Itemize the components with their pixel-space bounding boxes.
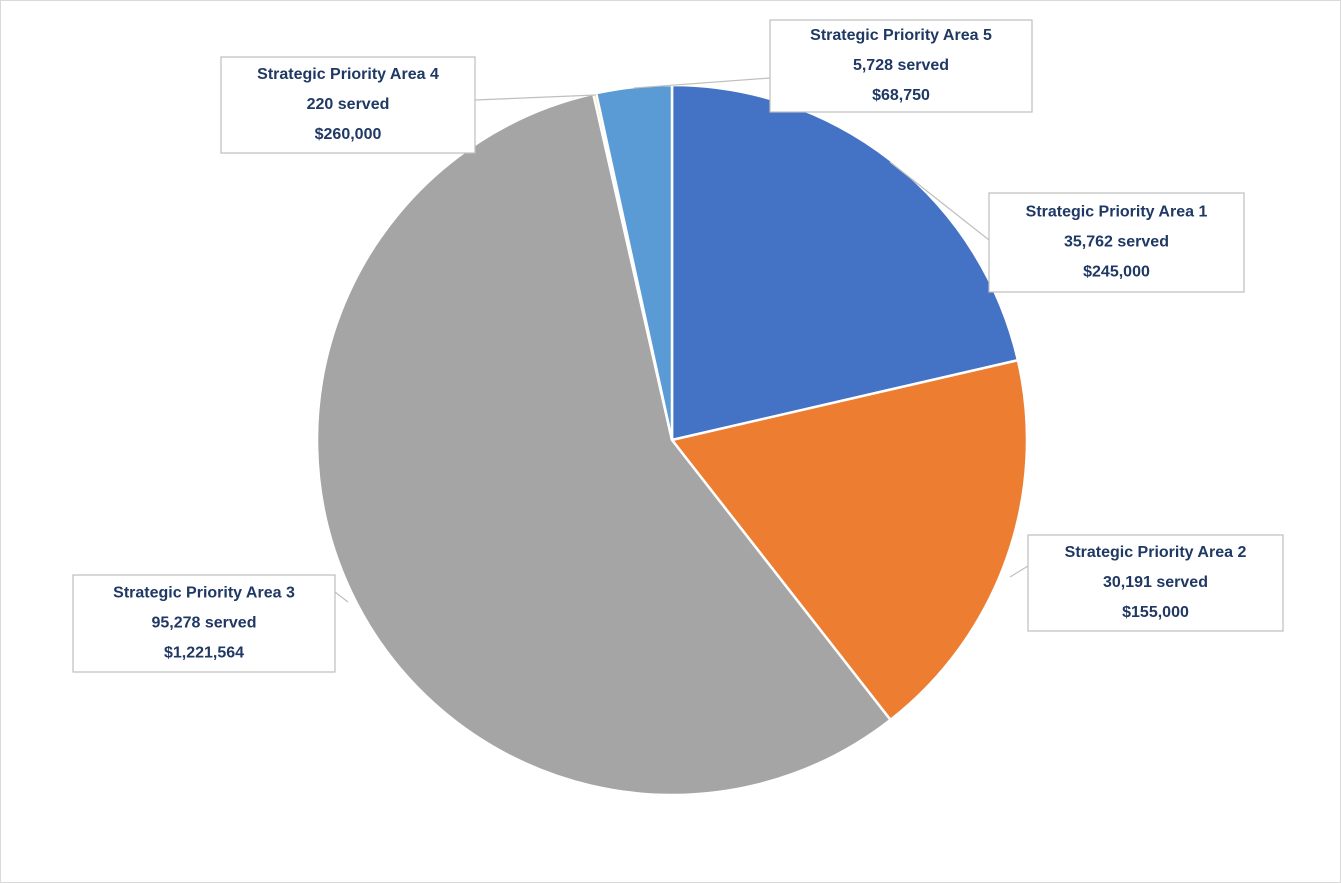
pie-slice	[670, 83, 1020, 442]
leader-line	[474, 94, 597, 101]
label-box	[988, 192, 1245, 293]
label-box	[769, 19, 1033, 113]
value-label: 30,191 served	[1103, 574, 1208, 591]
leader-line	[889, 161, 990, 241]
label-box	[72, 574, 336, 673]
value-label: 95,278 served	[152, 615, 257, 632]
value-label: 35,762 served	[1064, 234, 1169, 251]
funding-label: $1,221,564	[164, 645, 244, 662]
pie-slice	[669, 358, 1029, 722]
category-label: Strategic Priority Area 2	[1065, 544, 1247, 561]
value-label: 220 served	[307, 96, 390, 113]
category-label: Strategic Priority Area 5	[810, 27, 992, 44]
funding-label: $155,000	[1122, 604, 1189, 621]
leader-line	[334, 591, 349, 603]
label-box	[1027, 534, 1284, 632]
pie-slice	[315, 92, 893, 797]
funding-label: $260,000	[315, 126, 382, 143]
value-label: 5,728 served	[853, 57, 949, 74]
category-label: Strategic Priority Area 3	[113, 585, 295, 602]
category-label: Strategic Priority Area 1	[1026, 204, 1208, 221]
category-label: Strategic Priority Area 4	[257, 66, 439, 83]
leader-line	[1009, 565, 1029, 578]
funding-label: $68,750	[872, 87, 930, 104]
funding-label: $245,000	[1083, 264, 1150, 281]
label-box	[220, 56, 476, 154]
leader-line	[633, 77, 771, 89]
